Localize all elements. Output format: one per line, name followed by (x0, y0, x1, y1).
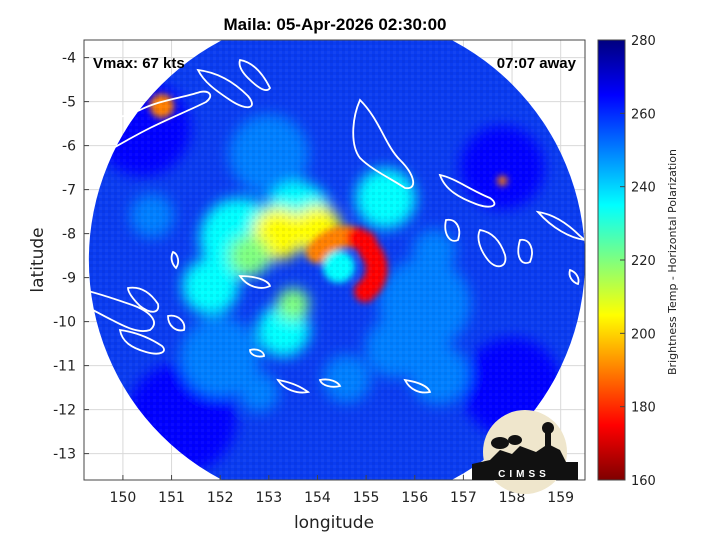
logo-tower-top (542, 422, 554, 434)
y-tick-label: -9 (62, 271, 76, 287)
coastline (568, 268, 580, 286)
plot-frame (83, 39, 586, 481)
coastline (535, 210, 585, 241)
coastline (444, 218, 461, 242)
coastline (167, 314, 186, 332)
logo-dish-right (508, 435, 522, 445)
colorbar-tick-label: 160 (631, 474, 656, 489)
colorbar-tick-label: 200 (631, 327, 656, 342)
vmax-annotation: Vmax: 67 kts (93, 55, 185, 72)
coastline (238, 58, 272, 91)
x-tick-label: 158 (499, 490, 526, 506)
x-tick-label: 151 (158, 490, 185, 506)
logo-dish-left (491, 437, 509, 449)
coastline (477, 229, 507, 268)
coastline (517, 238, 533, 264)
x-tick-label: 156 (401, 490, 428, 506)
x-tick-label: 157 (450, 490, 477, 506)
logo-text: CIMSS (498, 469, 550, 480)
coastline (249, 348, 265, 358)
y-tick-label: -7 (62, 183, 76, 199)
coastline (438, 173, 496, 208)
colorbar-tick-label: 260 (631, 107, 656, 122)
x-tick-label: 152 (207, 490, 234, 506)
x-tick-label: 153 (255, 490, 282, 506)
x-axis-ticks: 150 151 152 153 154 155 156 157 158 159 (110, 475, 574, 506)
coastlines (84, 58, 585, 394)
colorbar-tick-label: 180 (631, 401, 656, 416)
y-tick-label: -10 (53, 315, 76, 331)
y-tick-label: -13 (53, 447, 76, 463)
time-away-annotation: 07:07 away (497, 55, 577, 72)
coastline (403, 378, 432, 394)
x-tick-label: 155 (353, 490, 380, 506)
x-tick-label: 159 (547, 490, 574, 506)
colorbar-ticks: 160 180 200 220 240 260 280 (620, 34, 656, 489)
coastline (276, 378, 311, 394)
coastline (84, 90, 212, 161)
colorbar-tick-label: 240 (631, 181, 656, 196)
y-axis-label: latitude (28, 227, 48, 292)
colorbar-tick-label: 220 (631, 254, 656, 269)
colorbar-label: Brightness Temp - Horizontal Polarizatio… (666, 149, 679, 375)
logo-silhouette (472, 444, 578, 480)
coastline (118, 328, 165, 355)
coastline (318, 378, 342, 388)
coastline (352, 98, 414, 189)
x-tick-label: 154 (304, 490, 331, 506)
coastline (238, 275, 272, 289)
cimss-logo: CIMSS (472, 410, 578, 494)
y-tick-label: -11 (53, 359, 76, 375)
coastline (127, 286, 160, 313)
x-tick-label: 150 (110, 490, 137, 506)
logo-tower (545, 430, 551, 452)
colorbar-tick-label: 280 (631, 34, 656, 49)
y-tick-label: -6 (62, 139, 76, 155)
y-tick-label: -12 (53, 403, 76, 419)
y-tick-label: -5 (62, 95, 76, 111)
y-axis-ticks: -4 -5 -6 -7 -8 -9 -10 -11 -12 -13 (53, 51, 89, 463)
swath-image (88, 40, 585, 480)
coastline (170, 250, 180, 270)
y-tick-label: -4 (62, 51, 76, 67)
chart-title: Maila: 05-Apr-2026 02:30:00 (223, 15, 446, 34)
x-axis-label: longitude (294, 513, 374, 533)
y-tick-label: -8 (62, 227, 76, 243)
colorbar: 160 180 200 220 240 260 280 Brightness Temp - … (597, 34, 679, 489)
coastline (196, 68, 253, 109)
coastline (84, 289, 155, 332)
